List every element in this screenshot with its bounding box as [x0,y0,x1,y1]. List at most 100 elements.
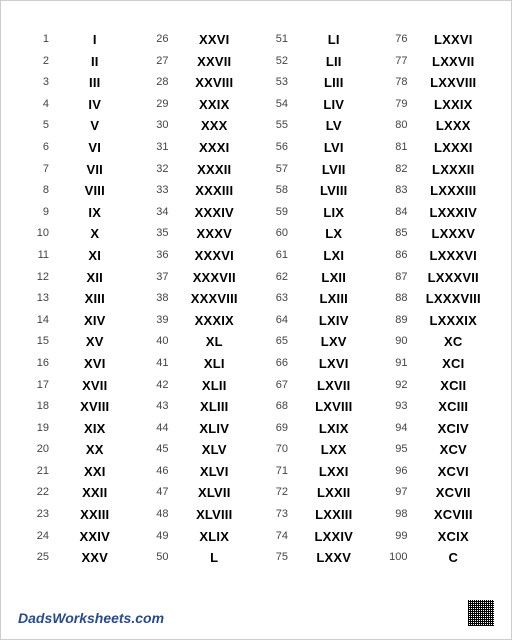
roman-numeral: XLVII [175,482,255,504]
table-row: 53LIII [258,72,374,94]
table-row: 17XVII [19,375,135,397]
arabic-number: 82 [378,159,414,181]
arabic-number: 16 [19,353,55,375]
table-row: 30XXX [139,115,255,137]
table-row: 49XLIX [139,526,255,548]
arabic-number: 90 [378,331,414,353]
roman-numeral: LXXXIX [414,310,494,332]
chart-column-3: 51LI52LII53LIII54LIV55LV56LVI57LVII58LVI… [258,29,374,569]
roman-numeral: LXXXIII [414,180,494,202]
roman-numeral: LXXI [294,461,374,483]
roman-numeral: XC [414,331,494,353]
table-row: 5V [19,115,135,137]
roman-numeral: LXI [294,245,374,267]
arabic-number: 100 [378,547,414,569]
table-row: 48XLVIII [139,504,255,526]
table-row: 44XLIV [139,418,255,440]
roman-numeral: XIII [55,288,135,310]
roman-numeral: XXVIII [175,72,255,94]
arabic-number: 12 [19,267,55,289]
table-row: 64LXIV [258,310,374,332]
roman-numeral: XVII [55,375,135,397]
arabic-number: 83 [378,180,414,202]
table-row: 76LXXVI [378,29,494,51]
arabic-number: 42 [139,375,175,397]
roman-numeral: VII [55,159,135,181]
table-row: 66LXVI [258,353,374,375]
roman-numeral: XCIII [414,396,494,418]
roman-numeral: V [55,115,135,137]
roman-numeral: LXXVIII [414,72,494,94]
table-row: 58LVIII [258,180,374,202]
table-row: 23XXIII [19,504,135,526]
roman-numeral: XI [55,245,135,267]
table-row: 31XXXI [139,137,255,159]
table-row: 9IX [19,202,135,224]
table-row: 93XCIII [378,396,494,418]
arabic-number: 77 [378,51,414,73]
table-row: 14XIV [19,310,135,332]
roman-numeral: LIV [294,94,374,116]
table-row: 59LIX [258,202,374,224]
arabic-number: 72 [258,482,294,504]
table-row: 61LXI [258,245,374,267]
table-row: 71LXXI [258,461,374,483]
arabic-number: 53 [258,72,294,94]
roman-numeral: XVI [55,353,135,375]
roman-numeral: XXX [175,115,255,137]
arabic-number: 19 [19,418,55,440]
roman-numeral: XCVI [414,461,494,483]
table-row: 38XXXVIII [139,288,255,310]
table-row: 19XIX [19,418,135,440]
table-row: 82LXXXII [378,159,494,181]
table-row: 35XXXV [139,223,255,245]
roman-numeral: XIV [55,310,135,332]
roman-numeral: LVII [294,159,374,181]
table-row: 68LXVIII [258,396,374,418]
roman-numeral: XXIV [55,526,135,548]
arabic-number: 46 [139,461,175,483]
roman-numeral: XIX [55,418,135,440]
arabic-number: 15 [19,331,55,353]
arabic-number: 22 [19,482,55,504]
qr-code-icon [468,600,494,626]
arabic-number: 43 [139,396,175,418]
roman-numeral: LXXVI [414,29,494,51]
roman-numeral: L [175,547,255,569]
roman-numeral: LXXV [294,547,374,569]
table-row: 91XCI [378,353,494,375]
table-row: 90XC [378,331,494,353]
roman-numeral: LXXII [294,482,374,504]
roman-numeral: XXIII [55,504,135,526]
table-row: 25XXV [19,547,135,569]
roman-numeral: LV [294,115,374,137]
roman-numeral: IX [55,202,135,224]
roman-numeral: LX [294,223,374,245]
arabic-number: 32 [139,159,175,181]
arabic-number: 52 [258,51,294,73]
arabic-number: 45 [139,439,175,461]
table-row: 60LX [258,223,374,245]
table-row: 18XVIII [19,396,135,418]
arabic-number: 71 [258,461,294,483]
roman-numeral: LIII [294,72,374,94]
arabic-number: 55 [258,115,294,137]
arabic-number: 58 [258,180,294,202]
table-row: 12XII [19,267,135,289]
table-row: 57LVII [258,159,374,181]
table-row: 20XX [19,439,135,461]
table-row: 6VI [19,137,135,159]
table-row: 15XV [19,331,135,353]
table-row: 8VIII [19,180,135,202]
arabic-number: 30 [139,115,175,137]
table-row: 77LXXVII [378,51,494,73]
arabic-number: 40 [139,331,175,353]
roman-numeral: LXXVII [414,51,494,73]
arabic-number: 41 [139,353,175,375]
arabic-number: 21 [19,461,55,483]
roman-numeral: XII [55,267,135,289]
roman-numeral: VI [55,137,135,159]
table-row: 50L [139,547,255,569]
arabic-number: 50 [139,547,175,569]
roman-numeral: XCIV [414,418,494,440]
